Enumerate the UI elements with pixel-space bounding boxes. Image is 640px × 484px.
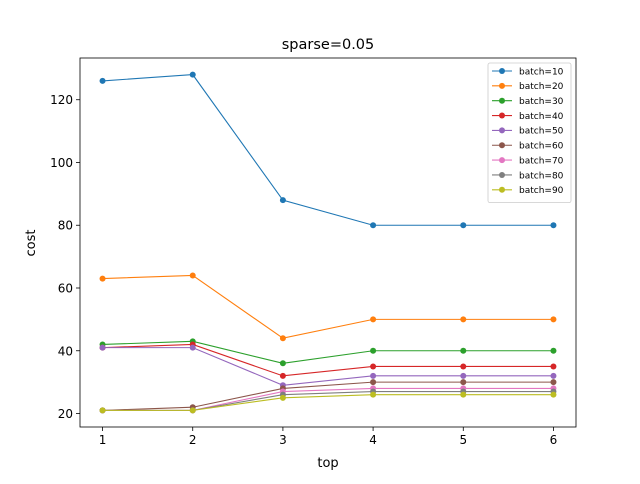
- legend-entry-label: batch=90: [519, 186, 564, 196]
- data-point: [370, 379, 377, 386]
- x-tick-label: 2: [189, 433, 197, 447]
- legend-box: [487, 62, 572, 204]
- data-point: [189, 344, 196, 351]
- y-tick-label: 80: [58, 219, 73, 233]
- data-point: [460, 347, 467, 354]
- legend-entry-label: batch=40: [519, 112, 564, 122]
- data-point: [279, 372, 286, 379]
- data-point: [550, 347, 557, 354]
- x-axis-label: top: [317, 456, 338, 471]
- data-point: [460, 222, 467, 229]
- x-tick-label: 4: [369, 433, 377, 447]
- axes-frame: [79, 57, 577, 428]
- data-point: [279, 335, 286, 342]
- data-point: [460, 363, 467, 370]
- x-tick-label: 6: [550, 433, 558, 447]
- data-point: [279, 394, 286, 401]
- legend: batch=10 batch=20 batch=30 batch=40 batch=50…: [487, 62, 572, 204]
- data-point: [370, 391, 377, 398]
- legend-marker: [499, 127, 505, 134]
- legend-marker: [499, 157, 505, 164]
- series-line-batch-4: [102, 343, 554, 377]
- plot-area: 1 2 3 4 5 6 20 40 60 80 100 120: [50, 57, 577, 447]
- data-point: [550, 222, 557, 229]
- data-point: [189, 272, 196, 279]
- data-point: [460, 391, 467, 398]
- data-point: [370, 363, 377, 370]
- data-point: [189, 407, 196, 414]
- data-point: [99, 275, 106, 282]
- x-tick-label: 1: [99, 433, 107, 447]
- chart-title: sparse=0.05: [282, 37, 375, 53]
- legend-entry-label: batch=60: [519, 142, 564, 152]
- data-point: [460, 379, 467, 386]
- x-tick-label: 5: [459, 433, 467, 447]
- data-point: [99, 344, 106, 351]
- legend-entry-label: batch=50: [519, 127, 564, 137]
- data-point: [550, 379, 557, 386]
- data-point: [460, 316, 467, 323]
- data-point: [370, 372, 377, 379]
- legend-entry-label: batch=10: [519, 67, 564, 77]
- data-point: [279, 360, 286, 367]
- y-tick-label: 20: [58, 407, 73, 421]
- data-point: [189, 71, 196, 78]
- data-point: [550, 316, 557, 323]
- legend-entry-label: batch=30: [519, 97, 564, 107]
- data-point: [460, 372, 467, 379]
- y-axis-label: cost: [24, 230, 39, 257]
- y-tick-label: 40: [58, 344, 73, 358]
- legend-marker: [499, 171, 505, 178]
- legend-entry-label: batch=80: [519, 171, 564, 181]
- data-point: [550, 363, 557, 370]
- data-point: [370, 222, 377, 229]
- legend-marker: [499, 112, 505, 119]
- data-point: [99, 77, 106, 84]
- series-line-batch-3: [102, 340, 554, 364]
- legend-marker: [499, 68, 505, 74]
- legend-marker: [499, 82, 505, 89]
- x-tick-label: 3: [279, 433, 287, 447]
- legend-entry-label: batch=70: [519, 156, 564, 166]
- legend-marker: [499, 97, 505, 104]
- data-point: [550, 391, 557, 398]
- series-line-batch-1: [102, 74, 554, 226]
- series-line-batch-5: [102, 347, 554, 386]
- y-tick-label: 60: [58, 281, 73, 295]
- series-line-batch-2: [102, 274, 554, 339]
- data-point: [279, 197, 286, 204]
- legend-marker: [499, 186, 505, 193]
- y-tick-label: 100: [50, 156, 73, 170]
- series-line-batch-6: [102, 381, 554, 411]
- legend-marker: [499, 142, 505, 149]
- y-tick-label: 120: [50, 93, 73, 107]
- legend-entry-label: batch=20: [519, 82, 564, 92]
- data-point: [550, 372, 557, 379]
- data-point: [370, 316, 377, 323]
- series-line-batch-9: [102, 394, 554, 411]
- data-point: [370, 347, 377, 354]
- data-point: [99, 407, 106, 414]
